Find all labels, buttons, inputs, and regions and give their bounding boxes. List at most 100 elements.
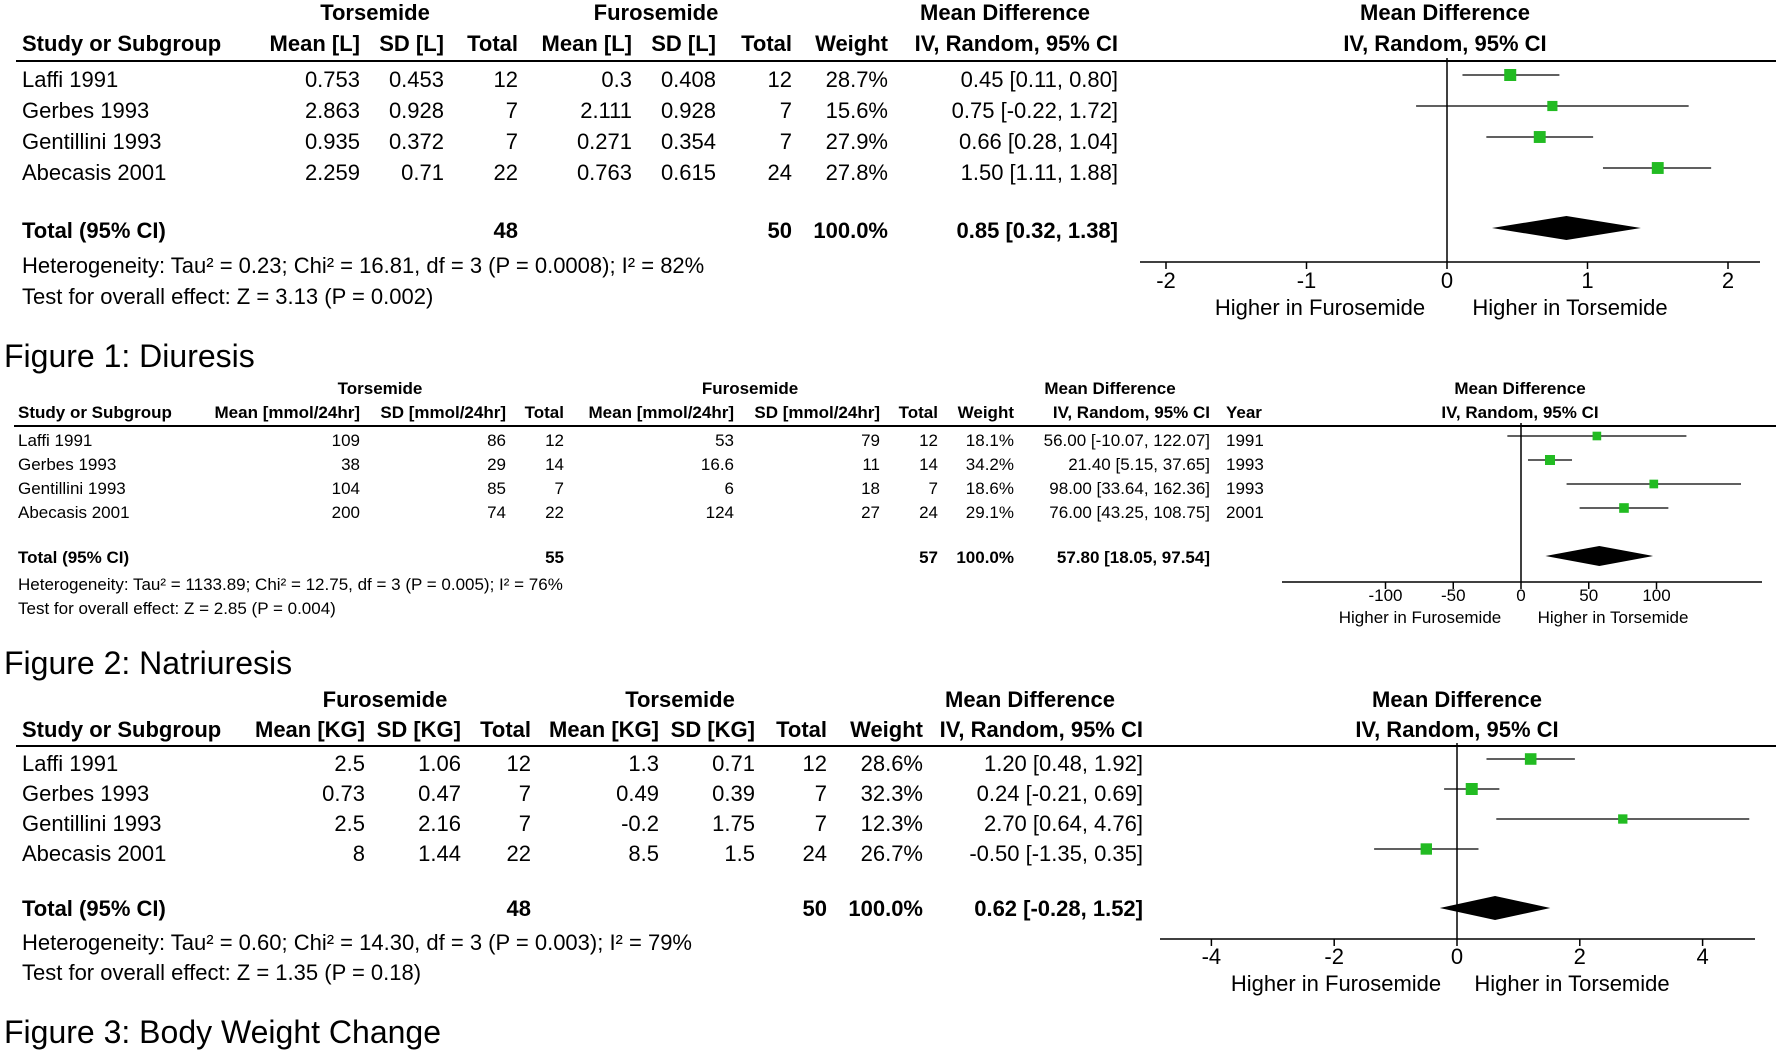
g1-total: 12	[545, 431, 564, 450]
g1-total: 22	[545, 503, 564, 522]
g1-total: 7	[505, 129, 518, 154]
overall-effect: Test for overall effect: Z = 1.35 (P = 0…	[22, 960, 422, 985]
g1-sd: 0.372	[388, 129, 444, 154]
md-header: Mean Difference	[945, 687, 1115, 712]
g1-mean: 2.863	[304, 98, 360, 123]
favours-left: Higher in Furosemide	[1214, 295, 1426, 320]
study-name: Gerbes 1993	[22, 98, 150, 123]
g2-sd: 18	[861, 479, 880, 498]
favours-right: Higher in Torsemide	[1472, 295, 1668, 320]
study-name: Abecasis 2001	[22, 160, 167, 185]
forest-plot	[1140, 58, 1760, 269]
favours-right: Higher in Torsemide	[1537, 608, 1689, 627]
plot-md-header: Mean Difference	[1454, 379, 1586, 398]
x-tick-label: 4	[1696, 944, 1709, 969]
heterogeneity: Heterogeneity: Tau² = 1133.89; Chi² = 12…	[18, 575, 563, 594]
x-tick-label: 0	[1450, 944, 1464, 969]
g1-sd: 0.71	[401, 160, 444, 185]
x-tick-label: 0	[1440, 268, 1454, 293]
g1-total: 55	[545, 548, 564, 567]
figure-caption: Figure 1: Diuresis	[4, 338, 255, 374]
col-g2-sd: SD [KG]	[670, 717, 755, 742]
g2-sd: 11	[862, 455, 880, 474]
effect-marker	[1619, 503, 1629, 513]
x-tick-label: 1	[1581, 268, 1594, 293]
forest-panel-natriuresis: Torsemide Furosemide Mean Difference Mea…	[14, 379, 1776, 627]
g1-mean: 38	[341, 455, 360, 474]
col-g1-sd: SD [L]	[379, 31, 444, 56]
weight: 100.0%	[848, 896, 923, 921]
g1-total: 7	[554, 479, 564, 498]
g2-total: 12	[802, 751, 827, 776]
g2-sd: 0.408	[660, 67, 716, 92]
g2-total: 50	[767, 218, 792, 243]
g1-sd: 0.453	[388, 67, 444, 92]
col-g1-mean: Mean [KG]	[255, 717, 365, 742]
group2-header: Torsemide	[625, 687, 735, 712]
g2-total: 57	[919, 548, 938, 567]
md-ci: 0.45 [0.11, 0.80]	[960, 67, 1118, 92]
g2-mean: 53	[715, 431, 734, 450]
forest-plot	[1282, 423, 1762, 589]
md-ci: 2.70 [0.64, 4.76]	[983, 811, 1143, 836]
figure-caption: Figure 2: Natriuresis	[4, 645, 293, 681]
weight: 26.7%	[860, 841, 923, 866]
md-ci: 21.40 [5.15, 37.65]	[1068, 455, 1210, 474]
col-g1-total: Total	[467, 31, 518, 56]
g1-total: 14	[545, 455, 564, 474]
g2-mean: 16.6	[700, 455, 734, 474]
col-study: Study or Subgroup	[22, 31, 222, 56]
g2-sd: 0.928	[660, 98, 716, 123]
g1-sd: 0.47	[418, 781, 461, 806]
weight: 18.6%	[965, 479, 1014, 498]
g1-mean: 0.73	[322, 781, 365, 806]
col-weight: Weight	[850, 717, 923, 742]
col-md: IV, Random, 95% CI	[939, 717, 1143, 742]
study-name: Gentillini 1993	[22, 811, 162, 836]
md-header: Mean Difference	[1044, 379, 1176, 398]
g1-total: 12	[493, 67, 518, 92]
col-study: Study or Subgroup	[18, 403, 172, 422]
g1-mean: 109	[331, 431, 360, 450]
col-g2-mean: Mean [L]	[541, 31, 632, 56]
g1-sd: 0.928	[388, 98, 444, 123]
weight: 27.8%	[825, 160, 888, 185]
col-year: Year	[1226, 403, 1262, 422]
weight: 100.0%	[956, 548, 1014, 567]
md-ci: 1.20 [0.48, 1.92]	[983, 751, 1143, 776]
effect-marker	[1618, 814, 1628, 824]
effect-marker	[1544, 455, 1555, 465]
g1-total: 7	[518, 781, 531, 806]
study-name: Gentillini 1993	[18, 479, 126, 498]
g2-sd: 79	[861, 431, 880, 450]
g1-sd: 2.16	[418, 811, 461, 836]
weight: 34.2%	[965, 455, 1014, 474]
md-ci: 57.80 [18.05, 97.54]	[1056, 548, 1210, 567]
study-name: Gerbes 1993	[22, 781, 150, 806]
effect-marker	[1420, 843, 1432, 855]
g2-total: 12	[767, 67, 792, 92]
plot-md-sub: IV, Random, 95% CI	[1355, 717, 1559, 742]
g1-sd: 85	[487, 479, 506, 498]
g1-sd: 29	[487, 455, 506, 474]
g2-mean: 2.111	[580, 98, 632, 123]
total-label: Total (95% CI)	[22, 218, 166, 243]
g1-mean: 200	[331, 503, 360, 522]
x-tick-label: -1	[1296, 268, 1317, 293]
g2-mean: 124	[705, 503, 734, 522]
g1-mean: 2.5	[334, 751, 365, 776]
g2-sd: 0.39	[712, 781, 755, 806]
g1-sd: 74	[487, 503, 506, 522]
g1-mean: 2.259	[304, 160, 360, 185]
g1-total: 22	[506, 841, 531, 866]
favours-left: Higher in Furosemide	[1230, 971, 1442, 996]
g2-mean: -0.2	[621, 811, 659, 836]
md-ci: 0.66 [0.28, 1.04]	[958, 129, 1118, 154]
x-tick-label: 2	[1573, 944, 1586, 969]
study-name: Laffi 1991	[22, 751, 119, 776]
group2-header: Furosemide	[701, 379, 799, 398]
header-rule	[16, 60, 1776, 62]
md-ci: 1.50 [1.11, 1.88]	[960, 160, 1118, 185]
col-g1-mean: Mean [mmol/24hr]	[214, 403, 360, 422]
